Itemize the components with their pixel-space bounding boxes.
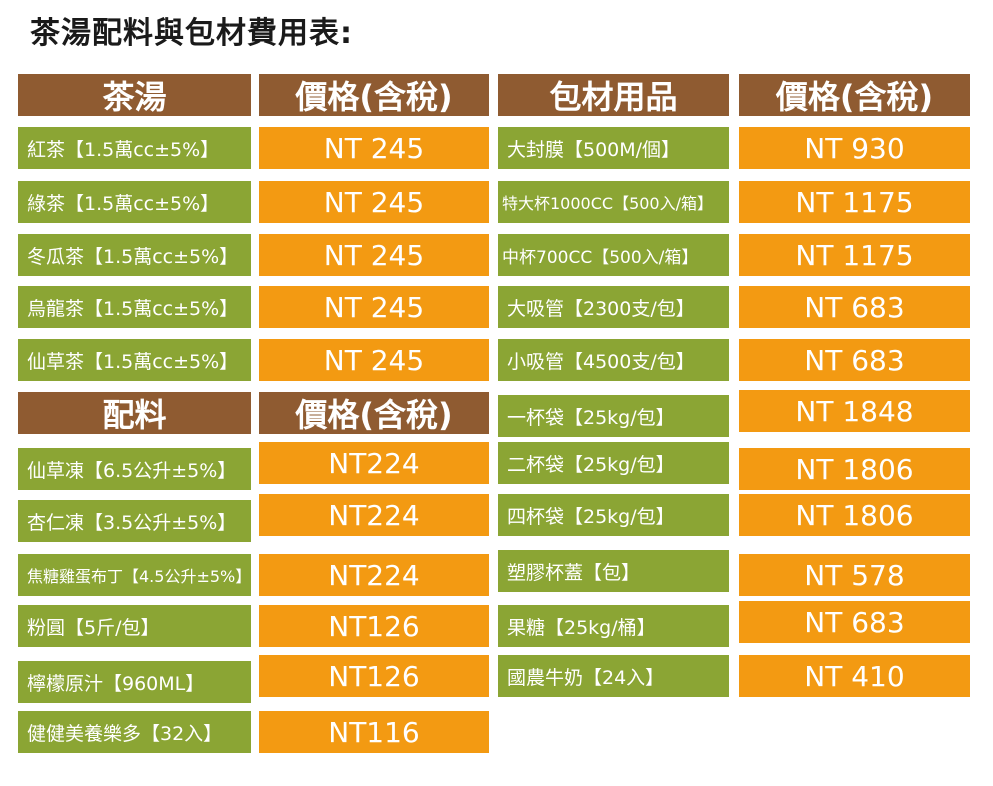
packaging-item-price: NT 683	[739, 339, 970, 381]
tea-item-name: 綠茶【1.5萬cc±5%】	[18, 181, 251, 223]
packaging-item-name: 特大杯1000CC【500入/箱】	[498, 181, 729, 223]
packaging-item-name: 果糖【25kg/桶】	[498, 605, 729, 647]
tea-item-name: 烏龍茶【1.5萬cc±5%】	[18, 286, 251, 328]
toppings-header: 配料	[18, 392, 251, 434]
packaging-price-header: 價格(含稅)	[739, 74, 970, 116]
packaging-header: 包材用品	[498, 74, 729, 116]
packaging-item-price: NT 578	[739, 554, 970, 596]
tea-item-price: NT 245	[259, 127, 489, 169]
topping-item-price: NT224	[259, 494, 489, 536]
packaging-item-price: NT 1175	[739, 181, 970, 223]
packaging-item-name: 四杯袋【25kg/包】	[498, 494, 729, 536]
packaging-item-name: 國農牛奶【24入】	[498, 655, 729, 697]
topping-item-name: 健健美養樂多【32入】	[18, 711, 251, 753]
topping-item-name: 仙草凍【6.5公升±5%】	[18, 448, 251, 490]
packaging-item-name: 小吸管【4500支/包】	[498, 339, 729, 381]
tea-item-name: 仙草茶【1.5萬cc±5%】	[18, 339, 251, 381]
topping-item-price: NT126	[259, 655, 489, 697]
packaging-item-name: 中杯700CC【500入/箱】	[498, 234, 729, 276]
tea-item-price: NT 245	[259, 339, 489, 381]
topping-item-name: 粉圓【5斤/包】	[18, 605, 251, 647]
topping-item-name: 檸檬原汁【960ML】	[18, 661, 251, 703]
tea-item-name: 紅茶【1.5萬cc±5%】	[18, 127, 251, 169]
packaging-item-price: NT 410	[739, 655, 970, 697]
tea-price-header: 價格(含稅)	[259, 74, 489, 116]
toppings-price-header: 價格(含稅)	[259, 392, 489, 434]
packaging-item-price: NT 1175	[739, 234, 970, 276]
packaging-item-price: NT 1848	[739, 390, 970, 432]
packaging-item-name: 塑膠杯蓋【包】	[498, 550, 729, 592]
tea-header: 茶湯	[18, 74, 251, 116]
packaging-item-price: NT 1806	[739, 494, 970, 536]
topping-item-price: NT126	[259, 605, 489, 647]
topping-item-price: NT224	[259, 442, 489, 484]
packaging-item-price: NT 683	[739, 286, 970, 328]
page-title: 茶湯配料與包材費用表:	[30, 16, 353, 51]
packaging-item-price: NT 930	[739, 127, 970, 169]
tea-item-price: NT 245	[259, 286, 489, 328]
tea-item-price: NT 245	[259, 234, 489, 276]
packaging-item-name: 大吸管【2300支/包】	[498, 286, 729, 328]
tea-item-name: 冬瓜茶【1.5萬cc±5%】	[18, 234, 251, 276]
topping-item-price: NT224	[259, 554, 489, 596]
packaging-item-price: NT 1806	[739, 448, 970, 490]
topping-item-price: NT116	[259, 711, 489, 753]
tea-item-price: NT 245	[259, 181, 489, 223]
packaging-item-name: 一杯袋【25kg/包】	[498, 395, 729, 437]
packaging-item-name: 大封膜【500M/個】	[498, 127, 729, 169]
topping-item-name: 杏仁凍【3.5公升±5%】	[18, 500, 251, 542]
topping-item-name: 焦糖雞蛋布丁【4.5公升±5%】	[18, 554, 251, 596]
packaging-item-price: NT 683	[739, 601, 970, 643]
packaging-item-name: 二杯袋【25kg/包】	[498, 442, 729, 484]
